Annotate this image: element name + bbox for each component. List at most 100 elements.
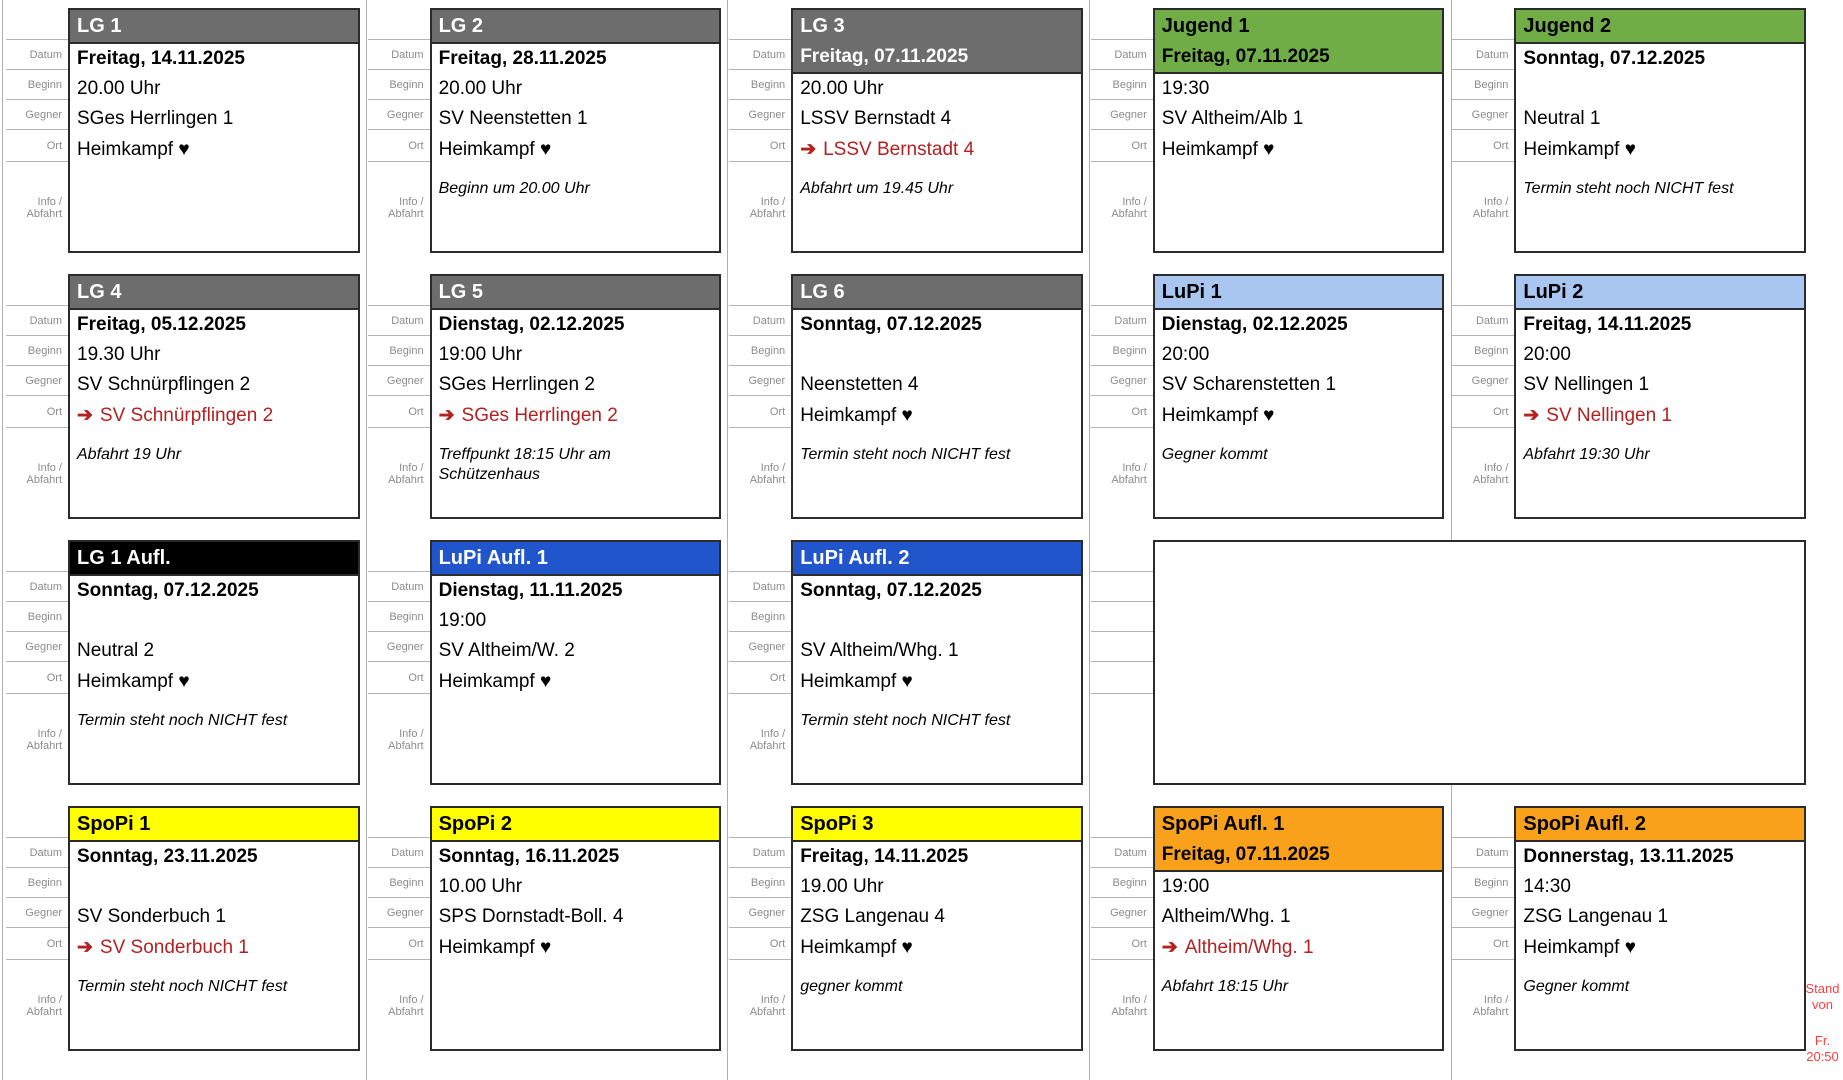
row-label-datum: Datum xyxy=(1090,40,1153,70)
row-label-datum: Datum xyxy=(1452,40,1515,70)
beginn-value: 20.00 Uhr xyxy=(800,78,884,99)
info-value: Abfahrt 19:30 Uhr xyxy=(1523,446,1650,463)
card-header: LG 1 Aufl. xyxy=(70,542,358,576)
gegner-value: SV Altheim/Alb 1 xyxy=(1161,108,1304,129)
gegner-value: SV Schnürpflingen 2 xyxy=(77,374,251,395)
row-label-datum: Datum xyxy=(6,40,68,70)
info-value xyxy=(70,166,358,251)
card-title: SpoPi Aufl. 1 xyxy=(1161,813,1285,835)
card-spopi-1: SpoPi 1 Sonntag, 23.11.2025 SV Sonderbuch … xyxy=(68,806,360,1051)
datum-value: Sonntag, 07.12.2025 xyxy=(800,580,982,601)
row-label-info: Info / Abfahrt xyxy=(1472,993,1509,1018)
row-label-info: Info / Abfahrt xyxy=(749,727,786,752)
away-arrow-icon: ➔ xyxy=(800,139,817,160)
row-label-info: Info / Abfahrt xyxy=(26,195,62,220)
row-label-datum: Datum xyxy=(367,40,430,70)
row-label-beginn: Beginn xyxy=(367,70,430,100)
row-label-gutter: Datum Beginn Gegner Ort Info / Abfahrt xyxy=(6,540,68,785)
schedule-card-slot: Datum Beginn Gegner Ort Info / Abfahrt SpoPi 1… xyxy=(6,806,368,1051)
away-location-text: LSSV Bernstadt 4 xyxy=(823,139,975,160)
beginn-value xyxy=(1516,74,1804,104)
card-title: LG 2 xyxy=(438,15,484,37)
schedule-card-slot: Datum Beginn Gegner Ort Info / Abfahrt LuPi Au… xyxy=(729,540,1091,785)
row-label-gegner: Gegner xyxy=(1090,898,1153,928)
row-label-beginn: Beginn xyxy=(1090,70,1153,100)
gegner-value: Neenstetten 4 xyxy=(800,374,919,395)
card-lg-3: LG 3 Freitag, 07.11.2025 20.00 Uhr LSSV Ber… xyxy=(791,8,1083,253)
card-lupi-aufl-2: LuPi Aufl. 2 Sonntag, 07.12.2025 SV Althei… xyxy=(791,540,1083,785)
row-label-ort: Ort xyxy=(1452,396,1515,428)
card-title: LuPi Aufl. 1 xyxy=(438,547,548,569)
schedule-card-slot: Datum Beginn Gegner Ort Info / Abfahrt SpoPi 2… xyxy=(367,806,730,1051)
schedule-card-slot: Datum Beginn Gegner Ort Info / Abfahrt LG 1 Au… xyxy=(6,540,368,785)
row-label-info: Info / Abfahrt xyxy=(26,993,62,1018)
card-lupi-1: LuPi 1 Dienstag, 02.12.2025 20:00 SV Schare… xyxy=(1152,274,1445,519)
info-value: Abfahrt 18:15 Uhr xyxy=(1161,978,1289,995)
datum-value: Sonntag, 07.12.2025 xyxy=(1523,48,1706,69)
card-header: LG 4 xyxy=(70,276,358,310)
card-spopi-2: SpoPi 2 Sonntag, 16.11.2025 10.00 Uhr SPS D… xyxy=(429,806,722,1051)
card-header: SpoPi 1 xyxy=(70,808,358,842)
beginn-value: 19:00 Uhr xyxy=(438,344,523,365)
row-label-gegner: Gegner xyxy=(6,100,68,130)
card-spopi-aufl-2: SpoPi Aufl. 2 Donnerstag, 13.11.2025 14:30… xyxy=(1514,806,1806,1051)
info-value: Beginn um 20.00 Uhr xyxy=(438,180,590,197)
row-label-datum: Datum xyxy=(6,306,68,336)
datum-value: Freitag, 28.11.2025 xyxy=(438,48,607,69)
row-label-datum: Datum xyxy=(6,572,68,602)
row-label-datum xyxy=(1090,572,1153,602)
ort-value: ➔ SGes Herrlingen 2 xyxy=(432,400,720,432)
row-label-spacer xyxy=(367,274,430,306)
beginn-value: 10.00 Uhr xyxy=(438,876,523,897)
datum-value: Dienstag, 02.12.2025 xyxy=(438,314,625,335)
row-label-spacer xyxy=(1090,806,1153,838)
away-arrow-icon: ➔ xyxy=(77,937,93,958)
row-label-spacer xyxy=(1452,274,1515,306)
away-location-text: Altheim/Whg. 1 xyxy=(1184,937,1314,958)
row-label-gutter: Datum Beginn Gegner Ort Info / Abfahrt xyxy=(6,274,68,519)
ort-value: ➔ Altheim/Whg. 1 xyxy=(1155,932,1443,964)
card-lupi-2: LuPi 2 Freitag, 14.11.2025 20:00 SV Nelling… xyxy=(1514,274,1806,519)
column-separator-line xyxy=(1089,0,1090,1080)
row-label-gutter: Datum Beginn Gegner Ort Info / Abfahrt xyxy=(367,540,430,785)
card-lg-4: LG 4 Freitag, 05.12.2025 19.30 Uhr SV Schnü… xyxy=(68,274,360,519)
row-label-spacer xyxy=(729,540,792,572)
row-label-beginn: Beginn xyxy=(6,602,68,632)
row-label-datum: Datum xyxy=(729,40,792,70)
row-label-beginn: Beginn xyxy=(6,336,68,366)
row-label-ort: Ort xyxy=(6,662,68,694)
card-title: Jugend 2 xyxy=(1523,15,1612,37)
beginn-value: 14:30 xyxy=(1523,876,1571,897)
beginn-value: 20:00 xyxy=(1523,344,1571,365)
info-value: Termin steht noch NICHT fest xyxy=(800,446,1011,463)
gegner-value: SV Scharenstetten 1 xyxy=(1161,374,1337,395)
ort-value: Heimkampf ♥ xyxy=(438,139,552,160)
schedule-card-slot: Datum Beginn Gegner Ort Info / Abfahrt LG 3 Fre… xyxy=(729,8,1091,253)
schedule-board: Datum Beginn Gegner Ort Info / Abfahrt LG 1 Fre… xyxy=(6,8,1814,1051)
row-label-ort: Ort xyxy=(729,928,792,960)
empty-slot xyxy=(1090,540,1814,785)
card-title: LG 1 Aufl. xyxy=(77,547,171,569)
ort-value: ➔ LSSV Bernstadt 4 xyxy=(793,134,1081,166)
row-label-gutter: Datum Beginn Gegner Ort Info / Abfahrt xyxy=(729,806,792,1051)
info-value: Termin steht noch NICHT fest xyxy=(77,712,288,729)
schedule-card-slot: Datum Beginn Gegner Ort Info / Abfahrt SpoPi A… xyxy=(1090,806,1453,1051)
card-lg-1: LG 1 Freitag, 14.11.2025 20.00 Uhr SGes Her… xyxy=(68,8,360,253)
row-label-ort: Ort xyxy=(729,396,792,428)
row-label-ort: Ort xyxy=(1452,130,1515,162)
away-arrow-icon: ➔ xyxy=(438,405,455,426)
row-label-datum: Datum xyxy=(729,306,792,336)
card-header: LuPi 1 xyxy=(1154,276,1443,310)
datum-value: Freitag, 14.11.2025 xyxy=(77,48,245,69)
row-label-spacer xyxy=(729,274,792,306)
row-label-gutter: Datum Beginn Gegner Ort Info / Abfahrt xyxy=(1090,274,1153,519)
row-label-gutter: Datum Beginn Gegner Ort Info / Abfahrt xyxy=(367,8,430,253)
row-label-info xyxy=(1091,694,1153,785)
row-label-info: Info / Abfahrt xyxy=(1472,195,1509,220)
ort-value: Heimkampf ♥ xyxy=(77,139,190,160)
row-label-spacer xyxy=(729,806,792,838)
gegner-value: ZSG Langenau 4 xyxy=(800,906,945,927)
row-label-gutter xyxy=(1090,540,1153,785)
card-jugend-1: Jugend 1 Freitag, 07.11.2025 19:30 SV Althe… xyxy=(1152,8,1445,253)
away-location-text: SV Sonderbuch 1 xyxy=(99,937,249,958)
